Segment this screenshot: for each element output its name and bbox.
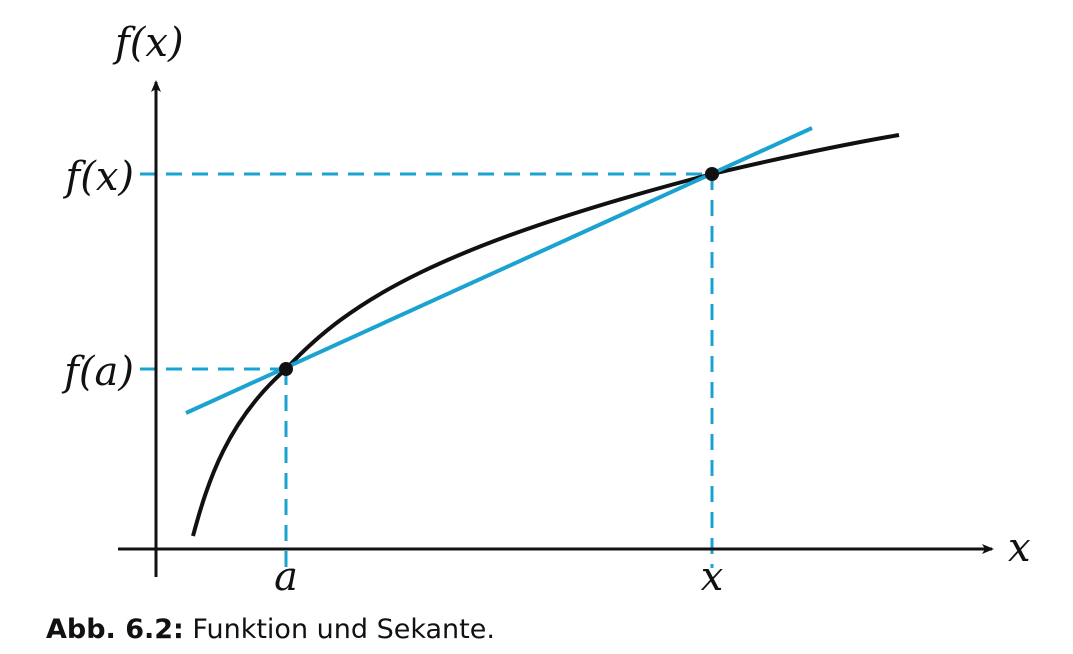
tick-label-x: x xyxy=(701,554,724,600)
caption-label: Abb. 6.2: xyxy=(46,614,184,645)
x-axis-label: x xyxy=(1008,525,1031,571)
function-curve xyxy=(191,133,900,537)
point-x xyxy=(705,167,719,181)
tick-label-fa: f(a) xyxy=(61,349,134,395)
y-axis-label: f(x) xyxy=(112,20,184,66)
figure-svg: f(x) x f(x) f(a) a x xyxy=(61,20,1031,600)
tick-label-a: a xyxy=(274,554,298,600)
tick-label-fx: f(x) xyxy=(62,154,134,200)
caption-text: Funktion und Sekante. xyxy=(183,614,495,645)
secant-figure: f(x) x f(x) f(a) a x xyxy=(61,20,1031,600)
point-a xyxy=(279,362,293,376)
figure-caption: Abb. 6.2: Funktion und Sekante. xyxy=(46,614,495,645)
